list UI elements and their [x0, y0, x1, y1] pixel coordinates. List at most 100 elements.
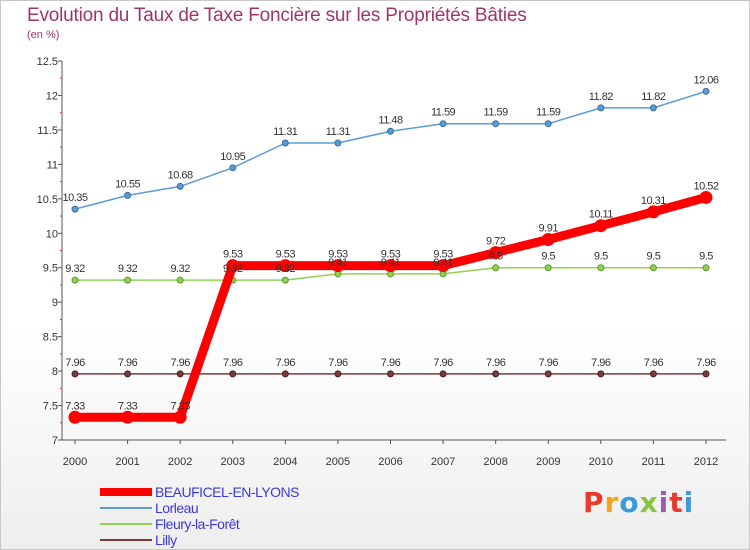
data-point	[334, 370, 342, 378]
x-tick-label: 2006	[378, 456, 402, 468]
y-tick-label: 11.5	[37, 125, 58, 137]
data-point	[544, 120, 552, 128]
data-label: 9.32	[65, 263, 85, 275]
x-tick-label: 2007	[431, 456, 455, 468]
data-label: 10.11	[589, 209, 614, 221]
data-point	[173, 410, 187, 424]
logo-letter: t	[669, 486, 684, 519]
series-0	[68, 190, 713, 424]
data-label: 11.31	[326, 126, 351, 138]
data-label: 9.41	[328, 257, 348, 269]
data-label: 9.53	[223, 249, 243, 261]
data-point	[68, 410, 82, 424]
y-tick-label: 10	[46, 228, 58, 240]
data-point	[541, 232, 555, 246]
y-tick-label: 9.5	[43, 263, 58, 275]
data-point	[436, 259, 450, 273]
y-tick-label: 10.5	[37, 194, 58, 206]
data-label: 11.59	[484, 107, 509, 119]
data-label: 9.5	[594, 251, 608, 263]
data-point	[702, 264, 710, 272]
y-tick-label: 12	[46, 90, 58, 102]
chart-subtitle: (en %)	[27, 29, 60, 41]
data-point	[71, 276, 79, 284]
series-line	[70, 192, 711, 422]
data-label: 11.59	[431, 107, 456, 119]
data-label: 10.95	[220, 151, 245, 163]
x-tick-label: 2000	[63, 456, 87, 468]
data-label: 12.06	[693, 74, 718, 86]
data-label: 7.96	[276, 357, 296, 369]
data-label: 9.5	[541, 251, 555, 263]
data-point	[281, 139, 289, 147]
series-1	[71, 87, 710, 213]
legend-swatch	[100, 539, 152, 541]
data-label: 7.33	[118, 400, 138, 412]
proxiti-logo: Proxiti	[583, 486, 694, 519]
data-point	[71, 205, 79, 213]
data-point	[702, 370, 710, 378]
data-label: 9.32	[223, 263, 243, 275]
x-tick-label: 2012	[694, 456, 718, 468]
x-tick-label: 2011	[642, 456, 666, 468]
data-point	[646, 205, 660, 219]
logo-letter: x	[639, 486, 659, 519]
data-label: 7.96	[328, 357, 348, 369]
legend-label: BEAUFICEL-EN-LYONS	[155, 484, 300, 500]
data-point	[229, 370, 237, 378]
legend-label: Lorleau	[155, 500, 199, 516]
data-label: 10.31	[641, 195, 666, 207]
data-label: 7.96	[223, 357, 243, 369]
x-tick-label: 2009	[536, 456, 560, 468]
data-label: 7.96	[486, 357, 506, 369]
data-label: 9.32	[118, 263, 138, 275]
data-point	[387, 370, 394, 378]
data-label: 7.96	[118, 357, 138, 369]
y-tick-label: 8.5	[43, 332, 58, 344]
x-tick-label: 2004	[273, 456, 297, 468]
data-point	[594, 219, 608, 233]
data-point	[124, 276, 132, 284]
chart-title: Evolution du Taux de Taxe Foncière sur l…	[27, 5, 527, 26]
x-tick-label: 2003	[221, 456, 245, 468]
data-point	[334, 139, 342, 147]
x-tick-label: 2002	[168, 456, 192, 468]
y-tick-label: 7.5	[43, 401, 58, 413]
data-label: 9.5	[489, 251, 503, 263]
data-label: 9.5	[647, 251, 661, 263]
series-line	[74, 90, 707, 210]
data-label: 9.53	[381, 249, 401, 261]
data-point	[176, 370, 184, 378]
data-point	[229, 164, 237, 172]
data-label: 9.72	[486, 236, 506, 248]
data-label: 7.96	[644, 357, 664, 369]
data-label: 11.82	[641, 91, 666, 103]
data-label: 9.32	[276, 263, 296, 275]
data-point	[649, 370, 657, 378]
data-point	[544, 264, 552, 272]
data-point	[281, 370, 289, 378]
data-label: 11.82	[589, 91, 614, 103]
data-point	[124, 191, 132, 199]
data-label: 7.96	[170, 357, 190, 369]
y-tick-label: 12.5	[37, 56, 58, 68]
data-point	[492, 370, 500, 378]
x-tick-label: 2010	[589, 456, 613, 468]
data-point	[649, 104, 657, 112]
data-point	[597, 264, 605, 272]
data-point	[281, 276, 289, 284]
data-label: 9.41	[381, 257, 401, 269]
data-label: 7.96	[65, 357, 85, 369]
data-point	[492, 264, 500, 272]
data-point	[226, 259, 240, 273]
legend-swatch	[100, 507, 152, 509]
data-label: 7.96	[696, 357, 716, 369]
data-label: 10.52	[693, 180, 718, 192]
data-label: 11.48	[378, 114, 403, 126]
data-point	[597, 370, 605, 378]
data-label: 10.35	[62, 192, 87, 204]
x-tick-label: 2008	[483, 456, 507, 468]
data-point	[124, 370, 132, 378]
data-label: 9.53	[433, 249, 453, 261]
